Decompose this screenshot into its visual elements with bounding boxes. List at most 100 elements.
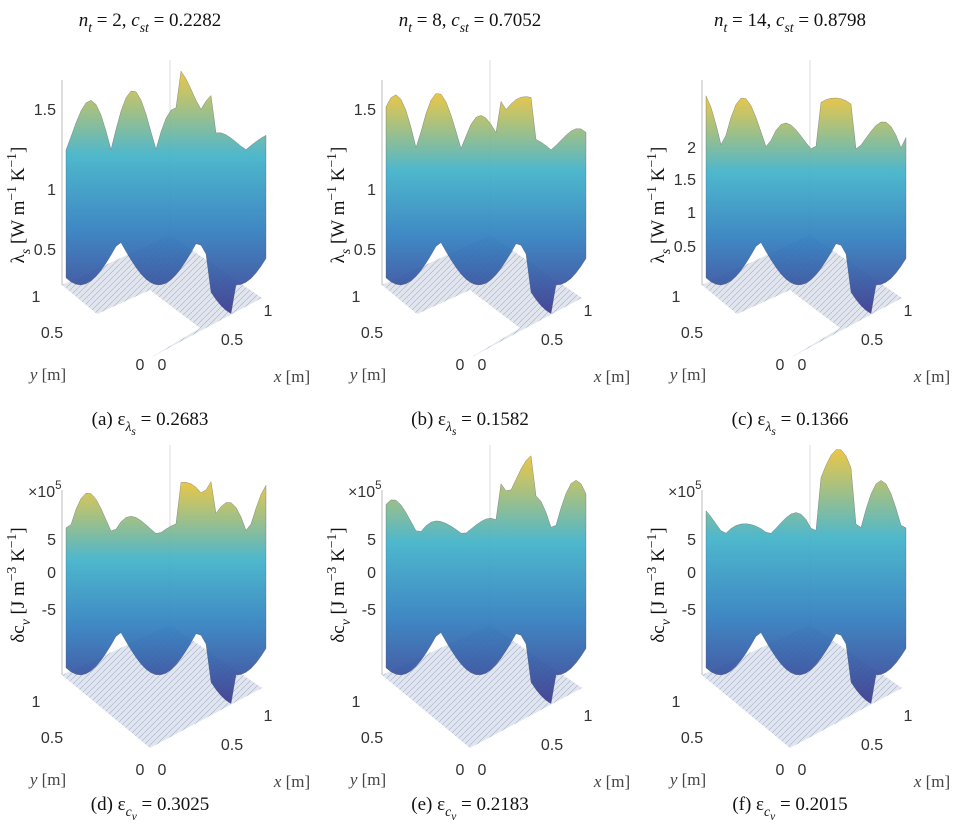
x-tick-label: 0.5 xyxy=(861,737,883,754)
text-segment: δc xyxy=(648,625,669,642)
text-segment: −3 xyxy=(644,567,659,582)
x-axis-label: x [m] xyxy=(273,367,310,386)
y-axis-label: y [m] xyxy=(348,365,386,384)
text-segment: y xyxy=(668,365,678,384)
z-tick-label: 0.5 xyxy=(674,239,696,256)
text-segment: ×10 xyxy=(668,484,695,501)
text-segment: = 0.2015 xyxy=(775,794,847,815)
text-segment: ×10 xyxy=(348,484,375,501)
x-tick-label: 0.5 xyxy=(541,737,563,754)
y-tick-label: 0 xyxy=(776,762,785,779)
text-segment: s xyxy=(771,426,776,438)
caption: (f) εcv = 0.2015 xyxy=(732,794,847,823)
text-segment: (e) ε xyxy=(411,794,445,815)
x-tick-label: 0 xyxy=(158,762,167,779)
text-segment: −1 xyxy=(644,186,659,201)
surface xyxy=(385,455,587,704)
z-exponent: ×105 xyxy=(668,480,702,501)
text-segment: [J m xyxy=(648,581,669,619)
z-axis-label: δcv [J m−3 K−1] xyxy=(644,527,673,642)
text-segment: s xyxy=(452,426,457,438)
text-segment: −1 xyxy=(324,533,339,548)
text-segment: K xyxy=(648,548,669,567)
text-segment: [m] xyxy=(921,367,950,386)
x-tick-label: 1 xyxy=(584,708,593,725)
y-axis-label: y [m] xyxy=(28,770,66,789)
y-tick-label: 0.5 xyxy=(361,325,383,342)
x-tick-label: 0.5 xyxy=(541,332,563,349)
x-tick-label: 1 xyxy=(584,303,593,320)
text-segment: λ xyxy=(328,253,349,263)
text-segment: x xyxy=(913,367,922,386)
caption: (e) εcv = 0.2183 xyxy=(411,794,528,823)
y-axis-label: y [m] xyxy=(668,770,706,789)
x-tick-label: 0.5 xyxy=(221,332,243,349)
text-segment: = 0.2282 xyxy=(149,10,221,31)
text-segment: c xyxy=(445,804,451,819)
z-tick-label: 0.5 xyxy=(354,242,376,259)
text-segment: [m] xyxy=(601,367,630,386)
text-segment: (a) ε xyxy=(92,409,126,430)
text-segment: t xyxy=(88,20,93,35)
text-segment: [m] xyxy=(37,770,66,789)
text-segment: 5 xyxy=(375,480,381,492)
x-tick-label: 0 xyxy=(798,762,807,779)
text-segment: v xyxy=(658,618,673,625)
caption: (a) ελs = 0.2683 xyxy=(92,409,209,438)
text-segment: ] xyxy=(8,147,29,153)
x-tick-label: 1 xyxy=(904,708,913,725)
z-exponent: ×105 xyxy=(348,480,382,501)
text-segment: n xyxy=(399,10,409,31)
y-axis-label: y [m] xyxy=(28,365,66,384)
text-segment: ] xyxy=(328,147,349,153)
text-segment: −1 xyxy=(644,533,659,548)
text-segment: K xyxy=(648,167,669,186)
text-segment: v xyxy=(451,811,457,823)
text-segment: c xyxy=(131,10,140,31)
z-tick-label: 1.5 xyxy=(674,172,696,189)
x-tick-label: 0 xyxy=(478,762,487,779)
z-tick-label: 0 xyxy=(367,565,376,582)
text-segment: y xyxy=(28,365,38,384)
y-tick-label: 0.5 xyxy=(361,730,383,747)
surface xyxy=(705,95,907,314)
x-axis-label: x [m] xyxy=(593,772,630,791)
text-segment: st xyxy=(460,20,470,35)
y-tick-label: 1 xyxy=(672,289,681,306)
text-segment: 5 xyxy=(695,480,701,492)
text-segment: = 2, xyxy=(92,10,131,31)
surface xyxy=(705,449,907,704)
y-axis-label: y [m] xyxy=(348,770,386,789)
surface xyxy=(65,70,267,314)
text-segment: [m] xyxy=(677,365,706,384)
text-segment: s xyxy=(338,249,353,254)
x-tick-label: 0 xyxy=(798,357,807,374)
text-segment: y xyxy=(668,770,678,789)
floor-gap xyxy=(95,290,200,358)
text-segment: t xyxy=(408,20,413,35)
z-axis-label: λs [W m−1 K−1] xyxy=(4,147,33,264)
text-segment: −1 xyxy=(4,153,19,168)
z-axis-label: δcv [J m−3 K−1] xyxy=(4,527,33,642)
z-tick-label: 5 xyxy=(47,532,56,549)
x-tick-label: 0 xyxy=(158,357,167,374)
text-segment: K xyxy=(328,548,349,567)
text-segment: [m] xyxy=(281,367,310,386)
y-tick-label: 0.5 xyxy=(41,730,63,747)
text-segment: [m] xyxy=(601,772,630,791)
y-axis-label: y [m] xyxy=(668,365,706,384)
text-segment: [W m xyxy=(328,200,349,248)
z-tick-label: 5 xyxy=(367,532,376,549)
z-tick-label: -5 xyxy=(682,602,696,619)
z-tick-label: 1.5 xyxy=(34,102,56,119)
y-tick-label: 0 xyxy=(456,762,465,779)
text-segment: = 0.1582 xyxy=(456,409,528,430)
text-segment: x xyxy=(913,772,922,791)
y-tick-label: 1 xyxy=(352,289,361,306)
floor-gap xyxy=(735,290,840,358)
caption: (b) ελs = 0.1582 xyxy=(411,409,529,438)
caption: (d) εcv = 0.3025 xyxy=(91,794,210,823)
y-tick-label: 0 xyxy=(136,762,145,779)
